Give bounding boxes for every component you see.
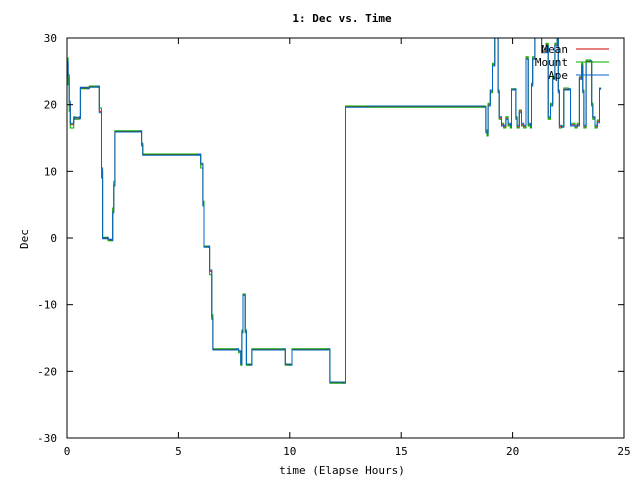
x-tick-label: 5 — [175, 445, 182, 458]
y-tick-label: -30 — [37, 432, 57, 445]
y-tick-label: 20 — [44, 99, 57, 112]
series-layer — [67, 38, 602, 384]
series-line-mean — [67, 38, 601, 384]
legend-label-ape: Ape — [548, 69, 568, 82]
y-tick-label: 30 — [44, 32, 57, 45]
series-line-ape — [67, 38, 602, 384]
y-tick-label: 10 — [44, 165, 57, 178]
axis-layer: 0 5 10 15 20 25 -30 -20 -10 0 10 20 30 — [37, 32, 631, 458]
x-tick-label: 10 — [283, 445, 296, 458]
y-tick-label: -20 — [37, 365, 57, 378]
legend-label-mean: Mean — [542, 43, 569, 56]
x-tick-label: 20 — [506, 445, 519, 458]
x-tick-label: 25 — [617, 445, 630, 458]
y-tick-label: -10 — [37, 299, 57, 312]
series-line-mount — [67, 38, 602, 384]
y-axis-label: Dec — [18, 229, 31, 249]
legend-label-mount: Mount — [535, 56, 568, 69]
x-tick-label: 15 — [395, 445, 408, 458]
chart-title: 1: Dec vs. Time — [292, 12, 392, 25]
x-axis-label: time (Elapse Hours) — [279, 464, 405, 477]
x-tick-label: 0 — [64, 445, 71, 458]
y-tick-label: 0 — [50, 232, 57, 245]
